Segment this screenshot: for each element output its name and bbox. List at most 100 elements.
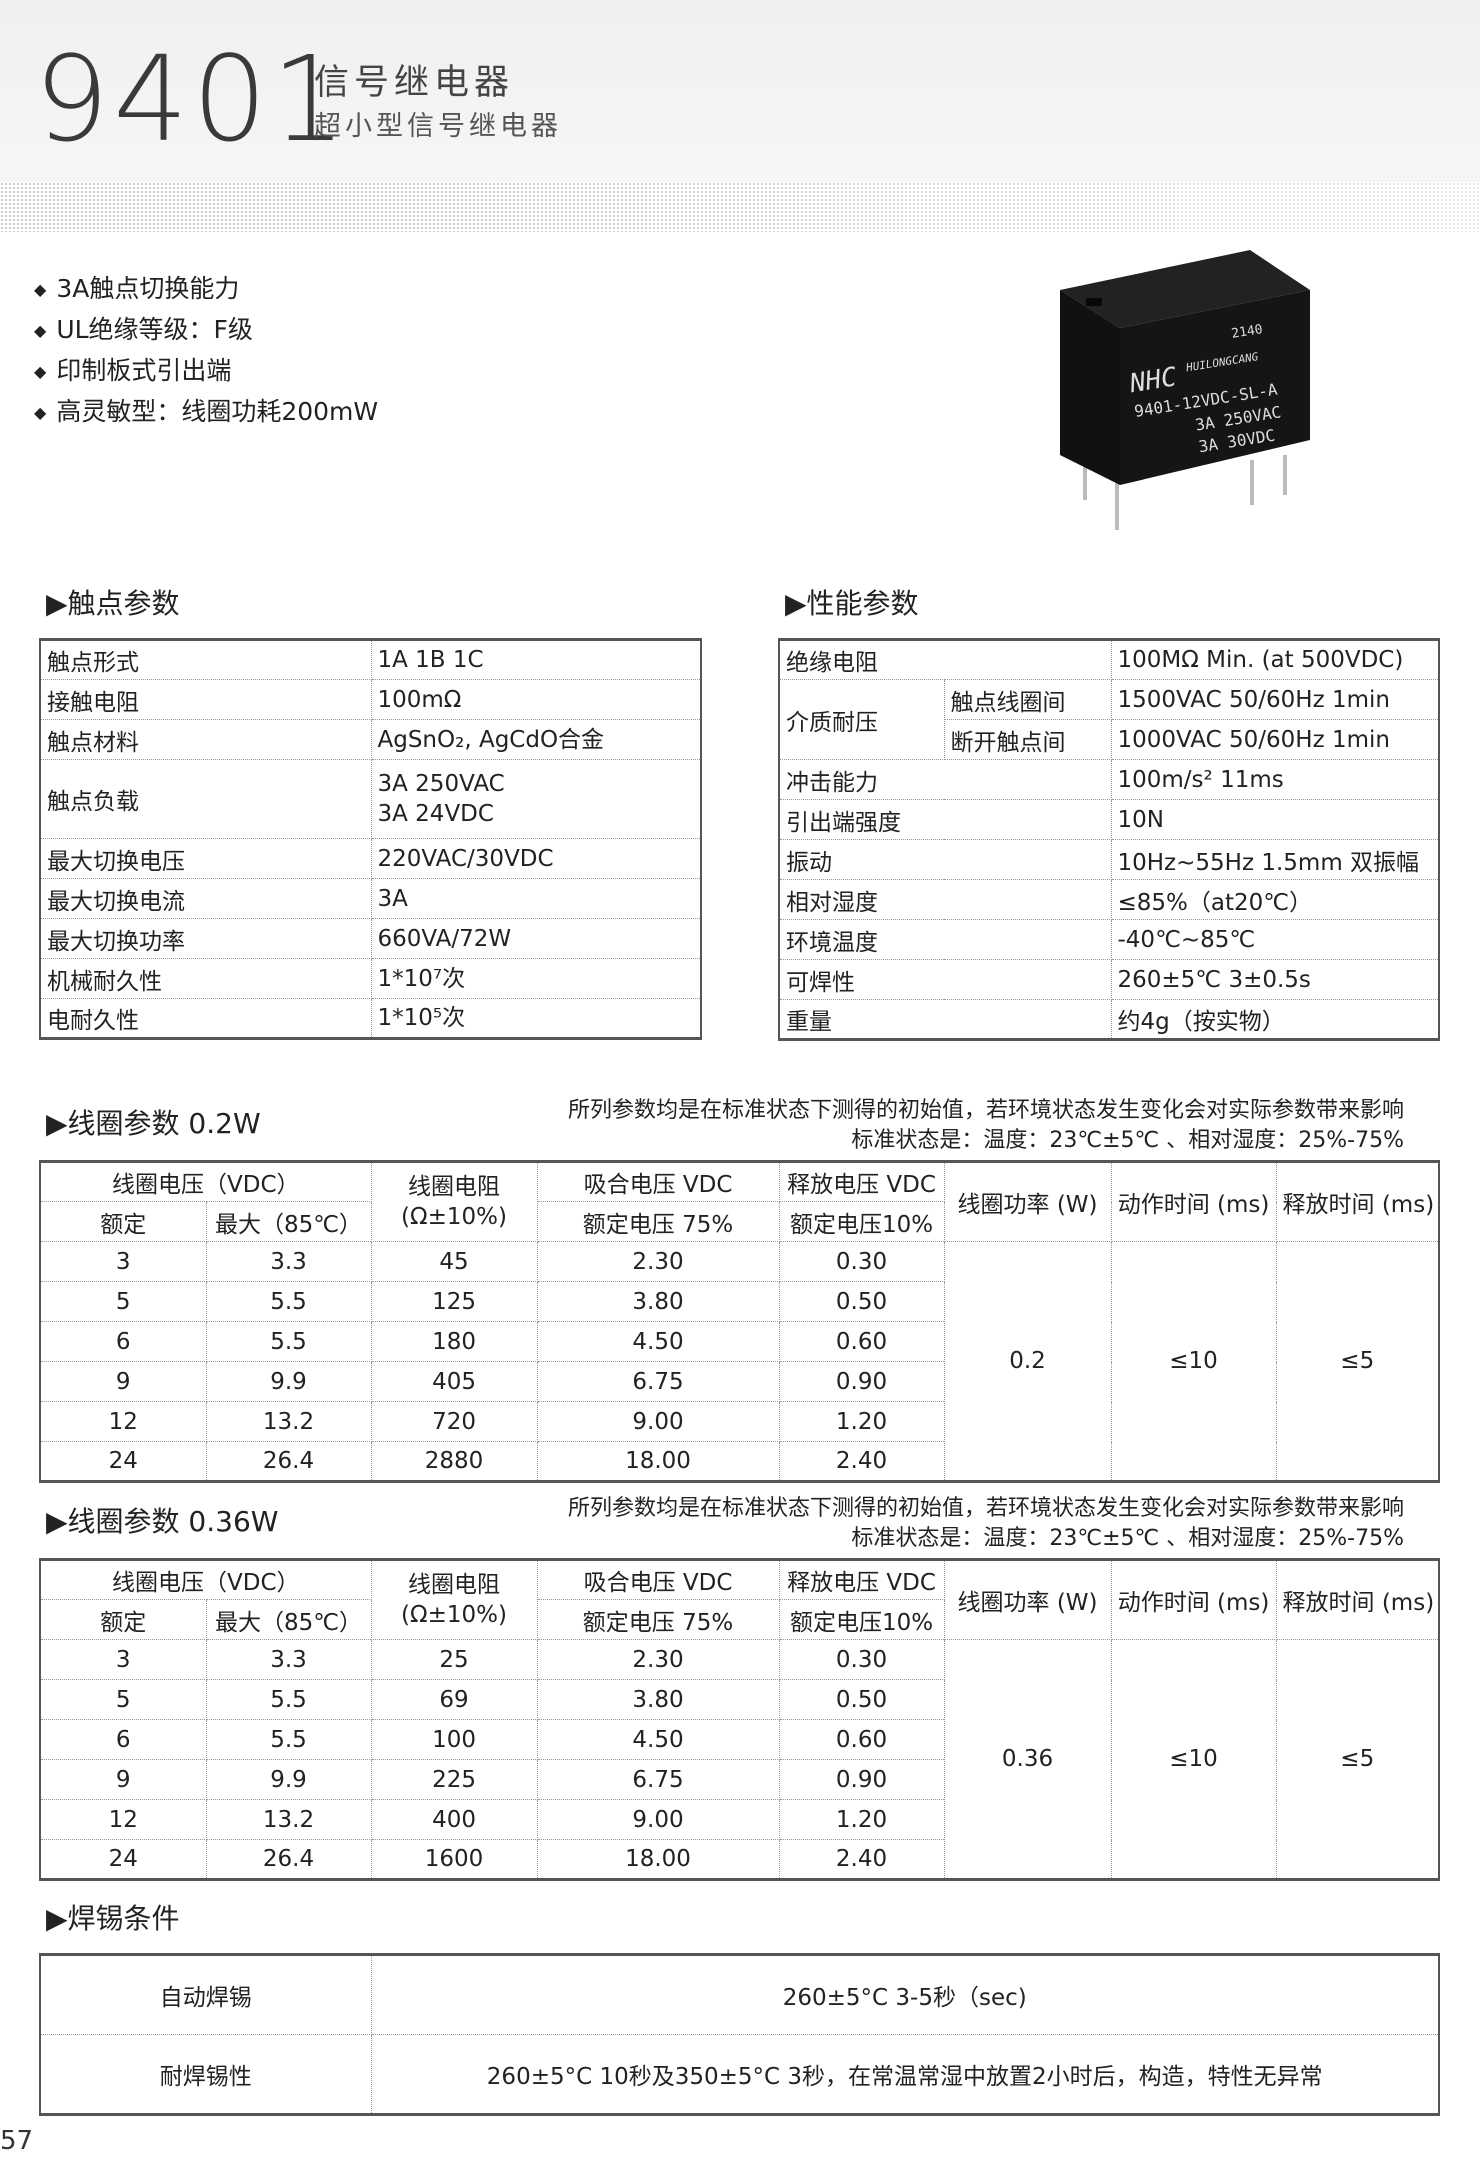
param-value: 1000VAC 50/60Hz 1min xyxy=(1110,719,1440,760)
value-line: 660VA/72W xyxy=(377,925,512,952)
solder-value: 260±5°C 10秒及350±5°C 3秒，在常温常湿中放置2小时后，构造，特… xyxy=(370,2034,1440,2115)
table-cell: 0.60 xyxy=(778,1719,945,1760)
contact-section-title: ▶触点参数 xyxy=(46,587,180,620)
table-cell: 3.3 xyxy=(205,1241,372,1282)
table-cell: 2.30 xyxy=(536,1639,780,1680)
param-label: 相对湿度 xyxy=(778,879,1112,920)
table-row: 机械耐久性 1*10⁷次 xyxy=(39,958,702,999)
table-row: 触点负载 3A 250VAC 3A 24VDC xyxy=(39,759,702,839)
param-label: 接触电阻 xyxy=(39,679,372,720)
operate-time-value: ≤10 xyxy=(1110,1241,1277,1482)
table-row: 触点材料 AgSnO₂, AgCdO合金 xyxy=(39,719,702,760)
header-operate-time: 动作时间 (ms) xyxy=(1110,1161,1277,1242)
svg-text:NHC: NHC xyxy=(1127,362,1179,399)
header-rated: 额定 xyxy=(39,1201,207,1242)
table-cell: 24 xyxy=(39,1839,207,1880)
relay-product-image: 2140 NHC HUILONGCANG 9401-12VDC-SL-A 3A … xyxy=(1060,250,1310,530)
table-cell: 0.90 xyxy=(778,1361,945,1402)
table-cell: 5.5 xyxy=(205,1321,372,1362)
coil-section-title: ▶线圈参数 0.2W xyxy=(46,1107,261,1140)
table-row: 断开触点间 1000VAC 50/60Hz 1min xyxy=(779,719,1440,760)
param-value: 1500VAC 50/60Hz 1min xyxy=(1110,679,1440,720)
table-row: 环境温度 -40℃~85℃ xyxy=(778,919,1440,960)
table-cell: 0.30 xyxy=(778,1241,945,1282)
coil-note: 所列参数均是在标准状态下测得的初始值，若环境状态发生变化会对实际参数带来影响 标… xyxy=(568,1494,1404,1554)
header-release-voltage: 释放电压 VDC xyxy=(778,1161,945,1202)
param-value: 3A 250VAC 3A 24VDC xyxy=(370,759,702,839)
table-cell: 1.20 xyxy=(778,1799,945,1840)
coil-note-line1: 所列参数均是在标准状态下测得的初始值，若环境状态发生变化会对实际参数带来影响 xyxy=(567,1496,1404,1521)
table-cell: 0.30 xyxy=(778,1639,945,1680)
table-row: 线圈电压（VDC） 线圈电阻 (Ω±10%) 吸合电压 VDC 释放电压 VDC 线圈功率… xyxy=(39,1559,1440,1640)
table-cell: 3 xyxy=(39,1639,207,1680)
feature-item: ◆ 印制板式引出端 xyxy=(34,356,232,385)
param-value: 10N xyxy=(1110,799,1440,840)
table-cell: 26.4 xyxy=(205,1839,372,1880)
table-row: 3 3.3 45 2.30 0.30 0.2 ≤10 ≤5 xyxy=(39,1241,1440,1482)
header-max: 最大（85℃） xyxy=(205,1599,372,1640)
coil-power-value: 0.2 xyxy=(943,1241,1112,1482)
param-label: 最大切换功率 xyxy=(39,918,372,959)
coil-note-line2: 标准状态是：温度：23℃±5℃ 、相对湿度：25%-75% xyxy=(851,1526,1404,1551)
diamond-bullet-icon: ◆ xyxy=(34,280,47,299)
param-sublabel: 触点线圈间 xyxy=(943,679,1112,720)
table-cell: 6 xyxy=(39,1321,207,1362)
table-cell: 400 xyxy=(370,1799,538,1840)
table-row: 介质耐压 触点线圈间 1500VAC 50/60Hz 1min xyxy=(778,679,1440,760)
header-operate-time: 动作时间 (ms) xyxy=(1110,1559,1277,1640)
table-cell: 1600 xyxy=(370,1839,538,1880)
param-label: 触点材料 xyxy=(39,719,372,760)
operate-time-value: ≤10 xyxy=(1110,1639,1277,1880)
param-value: -40℃~85℃ xyxy=(1110,919,1440,960)
table-cell: 5 xyxy=(39,1281,207,1322)
param-value: 100MΩ Min. (at 500VDC) xyxy=(1110,639,1440,680)
feature-list: ◆ 3A触点切换能力 ◆ UL绝缘等级：F级 ◆ 印制板式引出端 ◆ 高灵敏型：线圈功耗… xyxy=(34,268,378,432)
param-label: 机械耐久性 xyxy=(39,958,372,999)
coil-power-value: 0.36 xyxy=(943,1639,1112,1880)
table-row: 接触电阻 100mΩ xyxy=(39,679,702,720)
param-label: 引出端强度 xyxy=(778,799,1112,840)
coil-section-title: ▶线圈参数 0.36W xyxy=(46,1505,279,1538)
table-row: 额定 最大（85℃） 额定电压 75% 额定电压10% xyxy=(39,1599,1439,1640)
header-release-voltage: 释放电压 VDC xyxy=(778,1559,945,1600)
release-time-value: ≤5 xyxy=(1275,1639,1440,1880)
param-label: 触点负载 xyxy=(39,759,372,839)
value-line: 1A 1B 1C xyxy=(377,647,484,673)
table-row: 触点形式 1A 1B 1C xyxy=(39,639,702,680)
value-line: 3A xyxy=(377,885,408,912)
header-coil-power: 线圈功率 (W) xyxy=(943,1559,1112,1640)
coil-parameters-table: 线圈电压（VDC） 线圈电阻 (Ω±10%) 吸合电压 VDC 释放电压 VDC 线圈功率… xyxy=(39,1160,1440,1483)
table-row: 24 26.4 1600 18.00 2.40 xyxy=(39,1839,1439,1880)
param-label: 绝缘电阻 xyxy=(778,639,1112,680)
table-cell: 5.5 xyxy=(205,1281,372,1322)
table-cell: 180 xyxy=(370,1321,538,1362)
performance-parameters-table: 绝缘电阻 100MΩ Min. (at 500VDC) 介质耐压 触点线圈间 1500V… xyxy=(778,638,1440,1041)
table-cell: 1.20 xyxy=(778,1401,945,1442)
table-cell: 0.50 xyxy=(778,1281,945,1322)
feature-item: ◆ 高灵敏型：线圈功耗200mW xyxy=(34,397,379,426)
table-cell: 9 xyxy=(39,1361,207,1402)
header-line: 线圈电阻 xyxy=(408,1174,501,1200)
table-cell: 9.00 xyxy=(536,1401,780,1442)
param-label: 电耐久性 xyxy=(39,998,372,1039)
diamond-bullet-icon: ◆ xyxy=(34,321,47,340)
value-line: 1*10⁵次 xyxy=(377,1005,466,1031)
param-value: 660VA/72W xyxy=(370,918,702,959)
param-label: 触点形式 xyxy=(39,639,372,680)
table-cell: 720 xyxy=(370,1401,538,1442)
value-line: 1*10⁷次 xyxy=(377,965,466,992)
solder-label: 自动焊锡 xyxy=(39,1954,372,2035)
svg-text:2140: 2140 xyxy=(1230,322,1263,342)
table-cell: 12 xyxy=(39,1401,207,1442)
table-cell: 13.2 xyxy=(205,1401,372,1442)
header-pickup-sub: 额定电压 75% xyxy=(536,1599,780,1640)
table-cell: 3.3 xyxy=(205,1639,372,1680)
header-pickup-voltage: 吸合电压 VDC xyxy=(536,1559,780,1600)
table-cell: 0.60 xyxy=(778,1321,945,1362)
table-row: 振动 10Hz~55Hz 1.5mm 双振幅 xyxy=(778,839,1440,880)
solder-value: 260±5°C 3-5秒（sec) xyxy=(370,1954,1440,2035)
header-coil-voltage: 线圈电压（VDC） xyxy=(39,1559,372,1600)
param-value: 10Hz~55Hz 1.5mm 双振幅 xyxy=(1110,839,1440,880)
param-label: 最大切换电流 xyxy=(39,878,372,919)
table-row: 12 13.2 720 9.00 1.20 xyxy=(39,1401,1439,1442)
